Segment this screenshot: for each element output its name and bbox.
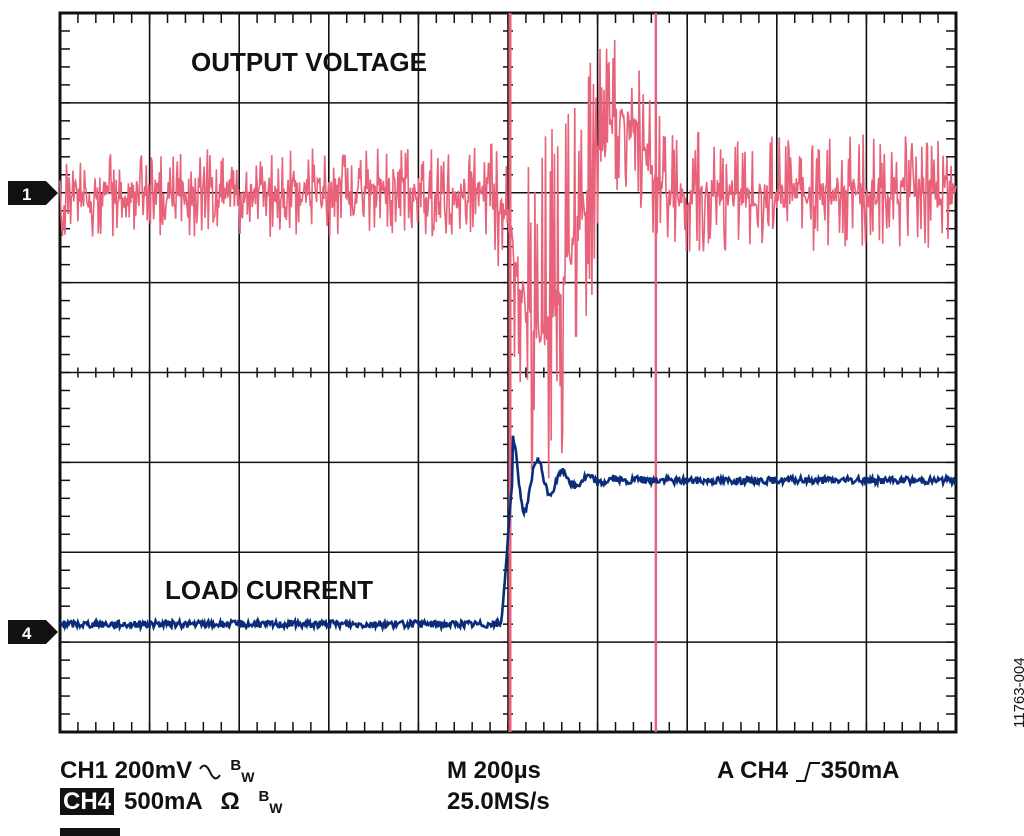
ch1-bandwidth-limit-icon: BW [230,757,255,785]
partial-channel-badge [60,828,120,836]
ch4-waveform [59,435,957,633]
ch1-scale-readout: CH1 200mV BW [60,757,254,785]
ch4-bandwidth-limit-icon: BW [258,788,283,816]
sample-rate-readout: 25.0MS/s [447,788,550,815]
graticule-frame [58,11,958,734]
ch1-waveform [59,39,957,479]
output-voltage-label: OUTPUT VOLTAGE [191,47,427,77]
ch1-ground-marker: 1 [8,181,58,205]
rising-edge-trigger-icon [795,761,820,782]
figure-id: 11763-004 [1011,657,1024,728]
ch4-badge: CH4 [60,788,115,815]
timebase-readout: M 200µs [447,757,541,784]
ch4-scale-text: 500mA [124,788,202,815]
trigger-source-text: A CH4 [717,757,789,784]
load-current-trace [59,435,957,633]
ch1-marker-label: 1 [22,185,31,204]
ch4-ground-marker: 4 [8,620,58,644]
trigger-level-text: 350mA [820,757,900,784]
output-voltage-trace [59,13,957,732]
load-current-label: LOAD CURRENT [165,575,373,605]
ohm-icon: Ω [220,788,240,815]
ch4-marker-label: 4 [22,624,32,643]
ac-coupling-icon [198,764,221,779]
trigger-readout: A CH4 350mA [717,757,900,785]
ch4-scale-readout: CH4 500mA Ω BW [60,788,283,816]
ch1-scale-text: CH1 200mV [60,757,193,784]
